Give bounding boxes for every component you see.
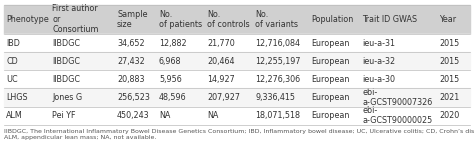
Text: Jones G: Jones G — [52, 93, 82, 102]
Text: 12,276,306: 12,276,306 — [255, 75, 300, 84]
Text: 207,927: 207,927 — [207, 93, 240, 102]
Bar — [4, 88, 470, 107]
Text: UC: UC — [6, 75, 18, 84]
Text: 2015: 2015 — [439, 39, 459, 48]
Bar — [4, 34, 470, 52]
Text: Phenotype: Phenotype — [6, 15, 49, 24]
Text: LHGS: LHGS — [6, 93, 28, 102]
Text: Trait ID GWAS: Trait ID GWAS — [362, 15, 418, 24]
Text: European: European — [312, 39, 350, 48]
Text: 48,596: 48,596 — [159, 93, 187, 102]
Text: 12,716,084: 12,716,084 — [255, 39, 300, 48]
Text: First author
or
Consortium: First author or Consortium — [52, 4, 99, 34]
Text: European: European — [312, 75, 350, 84]
Text: Population: Population — [312, 15, 354, 24]
Text: European: European — [312, 93, 350, 102]
Text: No.
of patients: No. of patients — [159, 10, 202, 29]
Text: ebi-
a-GCST90000025: ebi- a-GCST90000025 — [362, 106, 432, 125]
Text: 2020: 2020 — [439, 111, 459, 120]
Text: ieu-a-31: ieu-a-31 — [362, 39, 395, 48]
Text: ieu-a-30: ieu-a-30 — [362, 75, 395, 84]
Text: NA: NA — [207, 111, 219, 120]
Text: 256,523: 256,523 — [117, 93, 150, 102]
Text: 6,968: 6,968 — [159, 57, 182, 66]
Text: 12,255,197: 12,255,197 — [255, 57, 301, 66]
Text: 5,956: 5,956 — [159, 75, 182, 84]
Text: European: European — [312, 57, 350, 66]
Text: 20,464: 20,464 — [207, 57, 235, 66]
Text: 14,927: 14,927 — [207, 75, 235, 84]
Bar — [4, 5, 470, 34]
Text: 12,882: 12,882 — [159, 39, 187, 48]
Text: 2021: 2021 — [439, 93, 459, 102]
Text: No.
of controls: No. of controls — [207, 10, 250, 29]
Text: IIBDGC: IIBDGC — [52, 39, 80, 48]
Text: Pei YF: Pei YF — [52, 111, 76, 120]
Text: 2015: 2015 — [439, 75, 459, 84]
Text: IIBDGC: IIBDGC — [52, 57, 80, 66]
Text: 34,652: 34,652 — [117, 39, 145, 48]
Bar — [4, 52, 470, 70]
Text: European: European — [312, 111, 350, 120]
Text: CD: CD — [6, 57, 18, 66]
Text: ALM: ALM — [6, 111, 23, 120]
Text: 18,071,518: 18,071,518 — [255, 111, 300, 120]
Text: 2015: 2015 — [439, 57, 459, 66]
Text: 9,336,415: 9,336,415 — [255, 93, 295, 102]
Bar — [4, 107, 470, 125]
Text: ieu-a-32: ieu-a-32 — [362, 57, 395, 66]
Text: IIBDGC: IIBDGC — [52, 75, 80, 84]
Text: NA: NA — [159, 111, 170, 120]
Text: 20,883: 20,883 — [117, 75, 145, 84]
Bar — [4, 70, 470, 88]
Text: 27,432: 27,432 — [117, 57, 145, 66]
Text: 450,243: 450,243 — [117, 111, 150, 120]
Text: No.
of variants: No. of variants — [255, 10, 298, 29]
Text: Sample
size: Sample size — [117, 10, 147, 29]
Text: Year: Year — [439, 15, 456, 24]
Text: IIBDGC, The International Inflammatory Bowel Disease Genetics Consortium; IBD, I: IIBDGC, The International Inflammatory B… — [4, 129, 474, 140]
Text: 21,770: 21,770 — [207, 39, 235, 48]
Text: ebi-
a-GCST90007326: ebi- a-GCST90007326 — [362, 88, 432, 107]
Text: IBD: IBD — [6, 39, 20, 48]
